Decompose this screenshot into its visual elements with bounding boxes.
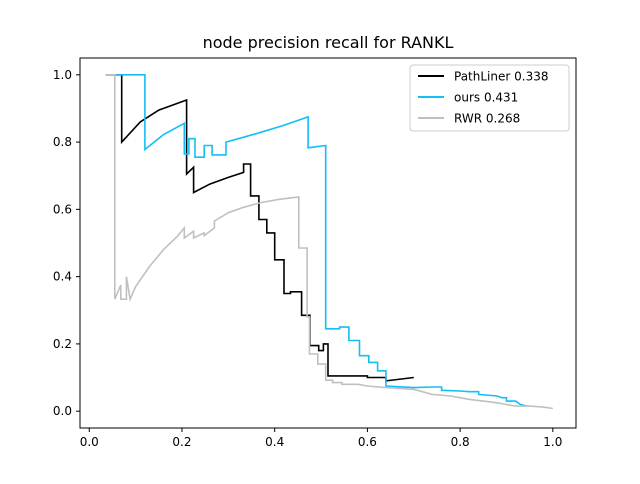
axes: 0.0 0.2 0.4 0.6 0.8 1.0 0.0 0.2 0.4 0.6 0.8 1.0 <box>53 68 562 449</box>
legend-label: RWR 0.268 <box>454 112 520 126</box>
legend-label: ours 0.431 <box>454 91 518 105</box>
chart-title: node precision recall for RANKL <box>203 33 454 52</box>
legend-label: PathLiner 0.338 <box>454 70 548 84</box>
x-tick-label: 0.4 <box>265 435 284 449</box>
x-tick-label: 1.0 <box>543 435 562 449</box>
series-line-2 <box>105 74 528 407</box>
x-tick-label: 0.8 <box>451 435 470 449</box>
x-tick-label: 0.0 <box>80 435 99 449</box>
series-line-1 <box>105 74 414 382</box>
legend-box <box>409 64 570 132</box>
y-tick-label: 0.8 <box>53 135 72 149</box>
legend: PathLiner 0.338 ours 0.431 RWR 0.268 <box>409 64 570 132</box>
y-tick-label: 1.0 <box>53 68 72 82</box>
x-tick-label: 0.6 <box>358 435 377 449</box>
y-tick-label: 0.2 <box>53 337 72 351</box>
series-layer <box>105 74 553 410</box>
y-tick-label: 0.0 <box>53 404 72 418</box>
x-tick-label: 0.2 <box>172 435 191 449</box>
plot-frame <box>79 57 577 429</box>
series-line-3 <box>105 74 553 410</box>
y-tick-label: 0.4 <box>53 270 72 284</box>
y-tick-label: 0.6 <box>53 202 72 216</box>
